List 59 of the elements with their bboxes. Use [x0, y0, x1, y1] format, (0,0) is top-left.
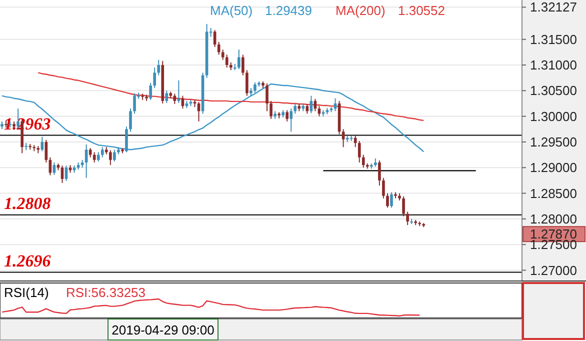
ref-line-label: 1.2696 — [4, 251, 52, 270]
candlestick — [270, 100, 272, 120]
candlestick — [378, 160, 381, 186]
candlestick — [358, 140, 361, 163]
candlestick — [238, 49, 240, 70]
candlestick — [96, 152, 100, 162]
candlestick — [133, 92, 136, 114]
y-tick-label: 1.31500 — [530, 32, 577, 47]
line-series — [1, 83, 424, 152]
text: 2019-04-29 09:00 — [112, 322, 214, 338]
candlestick — [165, 90, 168, 104]
candlestick — [149, 82, 152, 100]
ref-line-label: 1.2808 — [4, 194, 52, 213]
candlestick — [266, 82, 268, 112]
y-tick-label: 1.31000 — [530, 58, 577, 73]
candlestick — [242, 54, 244, 76]
candlestick — [125, 126, 128, 153]
candlestick — [64, 165, 68, 182]
y-tick-label: 1.30500 — [530, 83, 577, 98]
candlestick — [129, 108, 132, 132]
candlestick — [362, 154, 365, 168]
y-tick-label: 1.27000 — [530, 262, 577, 278]
candlestick — [342, 128, 345, 148]
candlestick — [294, 102, 297, 114]
candlestick — [213, 30, 216, 48]
candlestick — [254, 82, 256, 94]
candlestick — [290, 108, 293, 132]
candlestick — [286, 110, 289, 122]
text: MA(50) — [210, 3, 253, 18]
candlestick — [100, 146, 104, 158]
candlestick — [157, 59, 160, 76]
y-tick-label: 1.27500 — [530, 237, 577, 252]
candlestick — [225, 54, 228, 68]
text: MA(200) — [336, 3, 386, 18]
candlestick — [386, 192, 389, 208]
annotation: 1.29439 — [265, 3, 312, 18]
candlestick — [354, 135, 357, 148]
candlestick — [109, 150, 112, 166]
candlestick — [221, 49, 224, 60]
candlestick — [88, 148, 92, 158]
candlestick — [92, 152, 96, 163]
y-tick-label: 1.32127 — [530, 0, 577, 15]
candlestick — [84, 144, 88, 178]
candlestick — [382, 177, 385, 199]
candlestick — [406, 211, 409, 226]
candlestick — [60, 165, 64, 184]
candlestick — [153, 67, 156, 89]
candlestick — [246, 70, 248, 96]
y-tick-label: 1.29000 — [530, 160, 577, 176]
candlestick — [113, 149, 116, 162]
y-tick-label: 1.30000 — [530, 108, 577, 124]
y-tick-label: 1.28000 — [530, 211, 577, 226]
chart-title: RSI(14) — [4, 285, 49, 300]
candlestick — [390, 192, 393, 208]
y-tick-label: 1.28500 — [530, 186, 577, 201]
annotation: 1.30552 — [398, 3, 445, 18]
candlestick — [402, 196, 405, 217]
annotation: RSI:56.33253 — [66, 285, 146, 300]
y-tick-label: 1.29500 — [530, 134, 577, 150]
